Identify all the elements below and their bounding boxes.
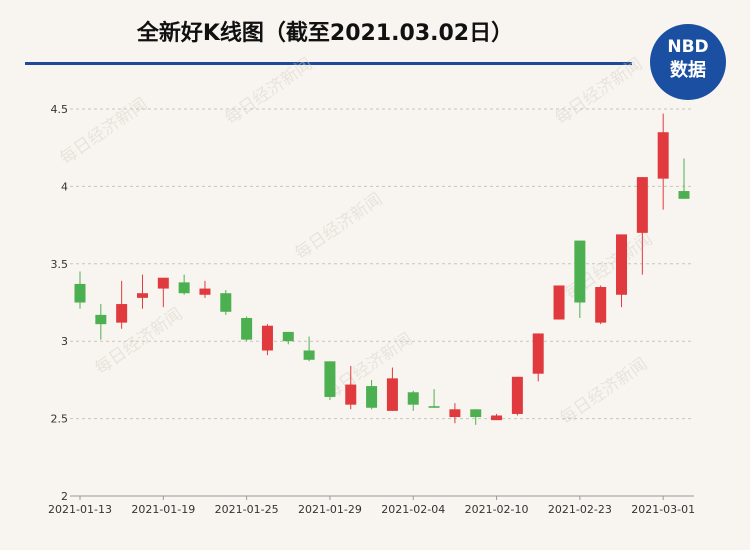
candle-body [241,317,253,340]
candle-body [366,386,378,408]
candle-body [136,293,148,298]
watermark: 每日经济新闻 [291,189,386,264]
y-tick-label: 3.5 [51,258,69,271]
candle-body [491,415,503,421]
y-tick-label: 3 [61,335,68,348]
y-tick-label: 4.5 [51,103,69,116]
candle-body [407,392,419,405]
candle-body [324,361,336,397]
candle-body [74,283,86,303]
x-tick-label: 2021-02-04 [381,503,445,516]
candle-body [657,132,669,179]
x-tick-label: 2021-01-13 [48,503,112,516]
y-tick-label: 4 [61,180,68,193]
x-tick-label: 2021-03-01 [631,503,695,516]
candle-body [574,240,586,303]
candle-body [470,409,482,418]
logo-bottom: 数据 [670,59,706,81]
candle-body [95,314,107,325]
candle-body [199,288,211,295]
watermark: 每日经济新闻 [551,54,646,129]
candle-body [532,333,544,374]
x-tick-label: 2021-01-25 [215,503,279,516]
candle-body [282,331,294,342]
title-rule [25,62,632,65]
x-tick-label: 2021-02-10 [465,503,529,516]
x-tick-label: 2021-01-29 [298,503,362,516]
candle-body [511,376,523,414]
candle-body [595,287,607,323]
candle-body [261,325,273,351]
logo-top: NBD [667,37,708,57]
y-tick-label: 2 [61,490,68,503]
candle-body [220,293,232,312]
x-tick-label: 2021-01-19 [131,503,195,516]
candle-body [386,378,398,411]
candle-body [345,384,357,405]
logo-circle [650,24,726,100]
candle-body [116,304,128,323]
candle-body [553,285,565,320]
candle-body [449,409,461,418]
watermark: 每日经济新闻 [221,54,316,129]
candle-body [636,177,648,233]
candle-body [303,350,315,360]
watermark: 每日经济新闻 [56,94,151,169]
candle-body [616,234,628,295]
watermark: 每日经济新闻 [556,354,651,429]
candle-body [678,191,690,199]
chart-title: 全新好K线图（截至2021.03.02日） [136,20,513,46]
y-tick-label: 2.5 [51,413,69,426]
candle-body [157,277,169,289]
candle-body [428,406,440,408]
x-tick-label: 2021-02-23 [548,503,612,516]
candle-body [178,282,190,294]
